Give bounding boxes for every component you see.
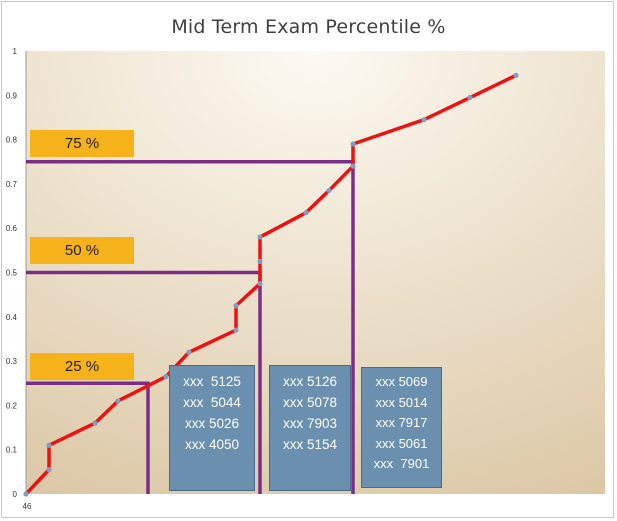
y-tick-label: 0.7	[6, 180, 18, 189]
y-tick-label: 0.8	[6, 136, 18, 145]
annotation-box-2: xxx 5126 xxx 5078 xxx 7903 xxx 5154	[269, 365, 351, 491]
y-tick-label: 0.6	[6, 224, 18, 233]
chart-title: Mid Term Exam Percentile %	[171, 16, 446, 38]
data-point	[115, 398, 121, 404]
box-1-line-3: xxx 5026	[184, 416, 240, 431]
data-point	[23, 491, 29, 497]
data-points	[23, 72, 519, 497]
y-tick-labels: 0 0.1 0.2 0.3 0.4 0.5 0.6 0.7 0.8 0.9 1	[6, 47, 18, 499]
box-3-line-2: xxx 5014	[375, 394, 428, 410]
y-tick-label: 0.3	[6, 357, 18, 366]
box-3-line-5: xxx 7901	[373, 456, 430, 471]
percentile-label-25: 25 %	[30, 353, 134, 380]
box-1-line-1: xxx 5125	[183, 374, 241, 389]
data-point	[46, 467, 52, 473]
data-point	[233, 327, 239, 333]
y-tick-label: 0.5	[6, 269, 18, 278]
annotation-box-3: xxx 5069 xxx 5014 xxx 7917 xxx 5061 xxx …	[361, 367, 442, 488]
data-point	[303, 210, 309, 216]
y-tick-label: 0.9	[6, 91, 18, 100]
box-2-line-2: xxx 5078	[282, 395, 338, 410]
box-1-line-4: xxx 4050	[184, 437, 240, 452]
box-3-line-3: xxx 7917	[375, 415, 428, 430]
data-point	[326, 187, 332, 194]
box-2-line-1: xxx 5126	[282, 374, 338, 389]
data-point	[350, 141, 356, 147]
y-tick-label: 1	[13, 47, 18, 56]
data-point	[467, 94, 473, 101]
y-tick-label: 0.1	[6, 446, 18, 455]
data-point	[233, 303, 239, 309]
percentile-label-50: 50 %	[30, 237, 134, 264]
y-tick-label: 0.2	[6, 401, 18, 410]
data-point	[257, 258, 263, 265]
data-point	[513, 72, 519, 78]
data-point	[46, 442, 52, 448]
data-point	[350, 163, 356, 169]
y-tick-label: 0	[13, 490, 18, 499]
box-2-line-4: xxx 5154	[282, 437, 338, 452]
data-point	[257, 234, 263, 240]
percentile-label-75: 75 %	[30, 130, 134, 157]
percentile-line-25	[26, 381, 150, 494]
data-point	[92, 420, 98, 426]
annotation-box-1: xxx 5125 xxx 5044 xxx 5026 xxx 4050	[169, 365, 255, 491]
data-point	[257, 280, 263, 287]
box-2-line-3: xxx 7903	[282, 416, 338, 431]
data-point	[163, 374, 169, 380]
box-3-line-4: xxx 5061	[375, 435, 428, 451]
box-1-line-2: xxx 5044	[183, 395, 241, 410]
data-point	[186, 349, 192, 355]
x-tick-label: 46	[23, 502, 32, 511]
y-tick-label: 0.4	[6, 313, 18, 322]
data-point	[421, 117, 427, 123]
box-3-line-1: xxx 5069	[375, 374, 428, 389]
